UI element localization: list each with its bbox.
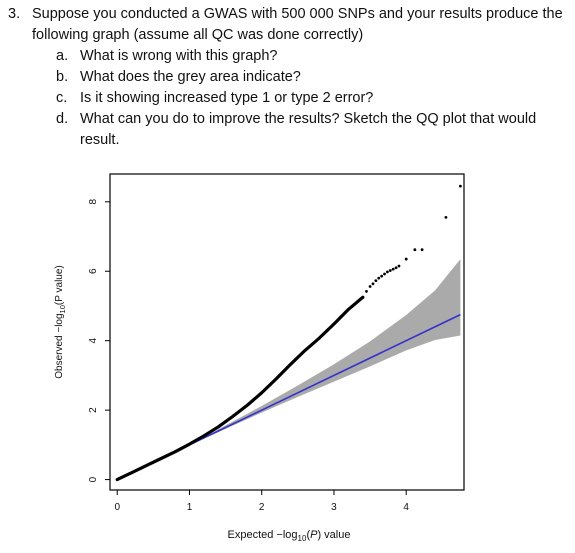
x-tick-label: 1	[187, 502, 193, 513]
observed-point	[383, 272, 386, 276]
x-tick-label: 3	[331, 502, 337, 513]
x-tick-label: 2	[259, 502, 265, 513]
sub-question-letter: a.	[56, 48, 69, 64]
y-tick-label: 2	[88, 407, 99, 413]
observed-points-curve	[115, 295, 365, 482]
sub-question-a: a. What is wrong with this graph?	[8, 46, 570, 67]
observed-point	[458, 184, 462, 188]
sub-question-list: a. What is wrong with this graph? b. Wha…	[8, 46, 570, 130]
sub-question-b: b. What does the grey area indicate?	[8, 67, 570, 88]
y-axis-label: Observed −log10(P value)	[54, 265, 67, 379]
y-tick-label: 4	[88, 337, 99, 343]
sub-question-c: c. Is it showing increased type 1 or typ…	[8, 88, 570, 109]
question-text-line2: following graph (assume all QC was done …	[32, 27, 364, 43]
observed-point	[388, 269, 392, 272]
observed-point	[386, 270, 389, 274]
x-axis-label: Expected −log10(P) value	[228, 529, 351, 543]
confidence-band	[178, 259, 461, 451]
sub-question-text: What does the grey area indicate?	[80, 69, 301, 85]
y-tick-label: 0	[88, 476, 99, 482]
sub-question-d: d. What can you do to improve the result…	[8, 109, 570, 130]
sub-question-letter: c.	[56, 90, 68, 106]
sub-question-text: What is wrong with this graph?	[80, 48, 278, 64]
y-tick-label: 6	[88, 268, 99, 274]
observed-point	[374, 279, 378, 283]
sub-question-d-continuation: result.	[80, 132, 120, 148]
plot-frame	[109, 173, 465, 491]
observed-point	[394, 266, 398, 270]
observed-point	[391, 267, 395, 271]
qq-plot: 0 1 2 3 4 0 2 4 6 8 Expected −log10(P) value Obs…	[0, 150, 575, 548]
sub-question-letter: b.	[56, 69, 69, 85]
observed-point	[404, 257, 408, 261]
observed-point	[420, 248, 424, 252]
observed-point	[397, 264, 401, 268]
observed-point	[377, 276, 381, 280]
observed-point	[413, 248, 417, 252]
question-number: 3.	[8, 6, 21, 22]
observed-point	[368, 285, 372, 288]
y-tick-label: 8	[88, 199, 99, 205]
observed-point	[371, 282, 375, 286]
observed-point	[380, 274, 384, 278]
sub-question-text: What can you do to improve the results? …	[80, 111, 537, 127]
qq-plot-svg: 0 1 2 3 4 0 2 4 6 8 Expected −log10(P) value Obs…	[54, 173, 465, 543]
question-text-line1: Suppose you conducted a GWAS with 500 00…	[32, 6, 563, 22]
x-tick-label: 0	[114, 502, 120, 513]
sub-question-letter: d.	[56, 111, 69, 127]
observed-point	[444, 216, 448, 219]
sub-question-text: Is it showing increased type 1 or type 2…	[80, 90, 374, 106]
observed-point	[365, 289, 368, 293]
question-block: 3. Suppose you conducted a GWAS with 500…	[8, 4, 570, 151]
question-line: 3. Suppose you conducted a GWAS with 500…	[8, 4, 570, 25]
x-tick-label: 4	[403, 502, 409, 513]
